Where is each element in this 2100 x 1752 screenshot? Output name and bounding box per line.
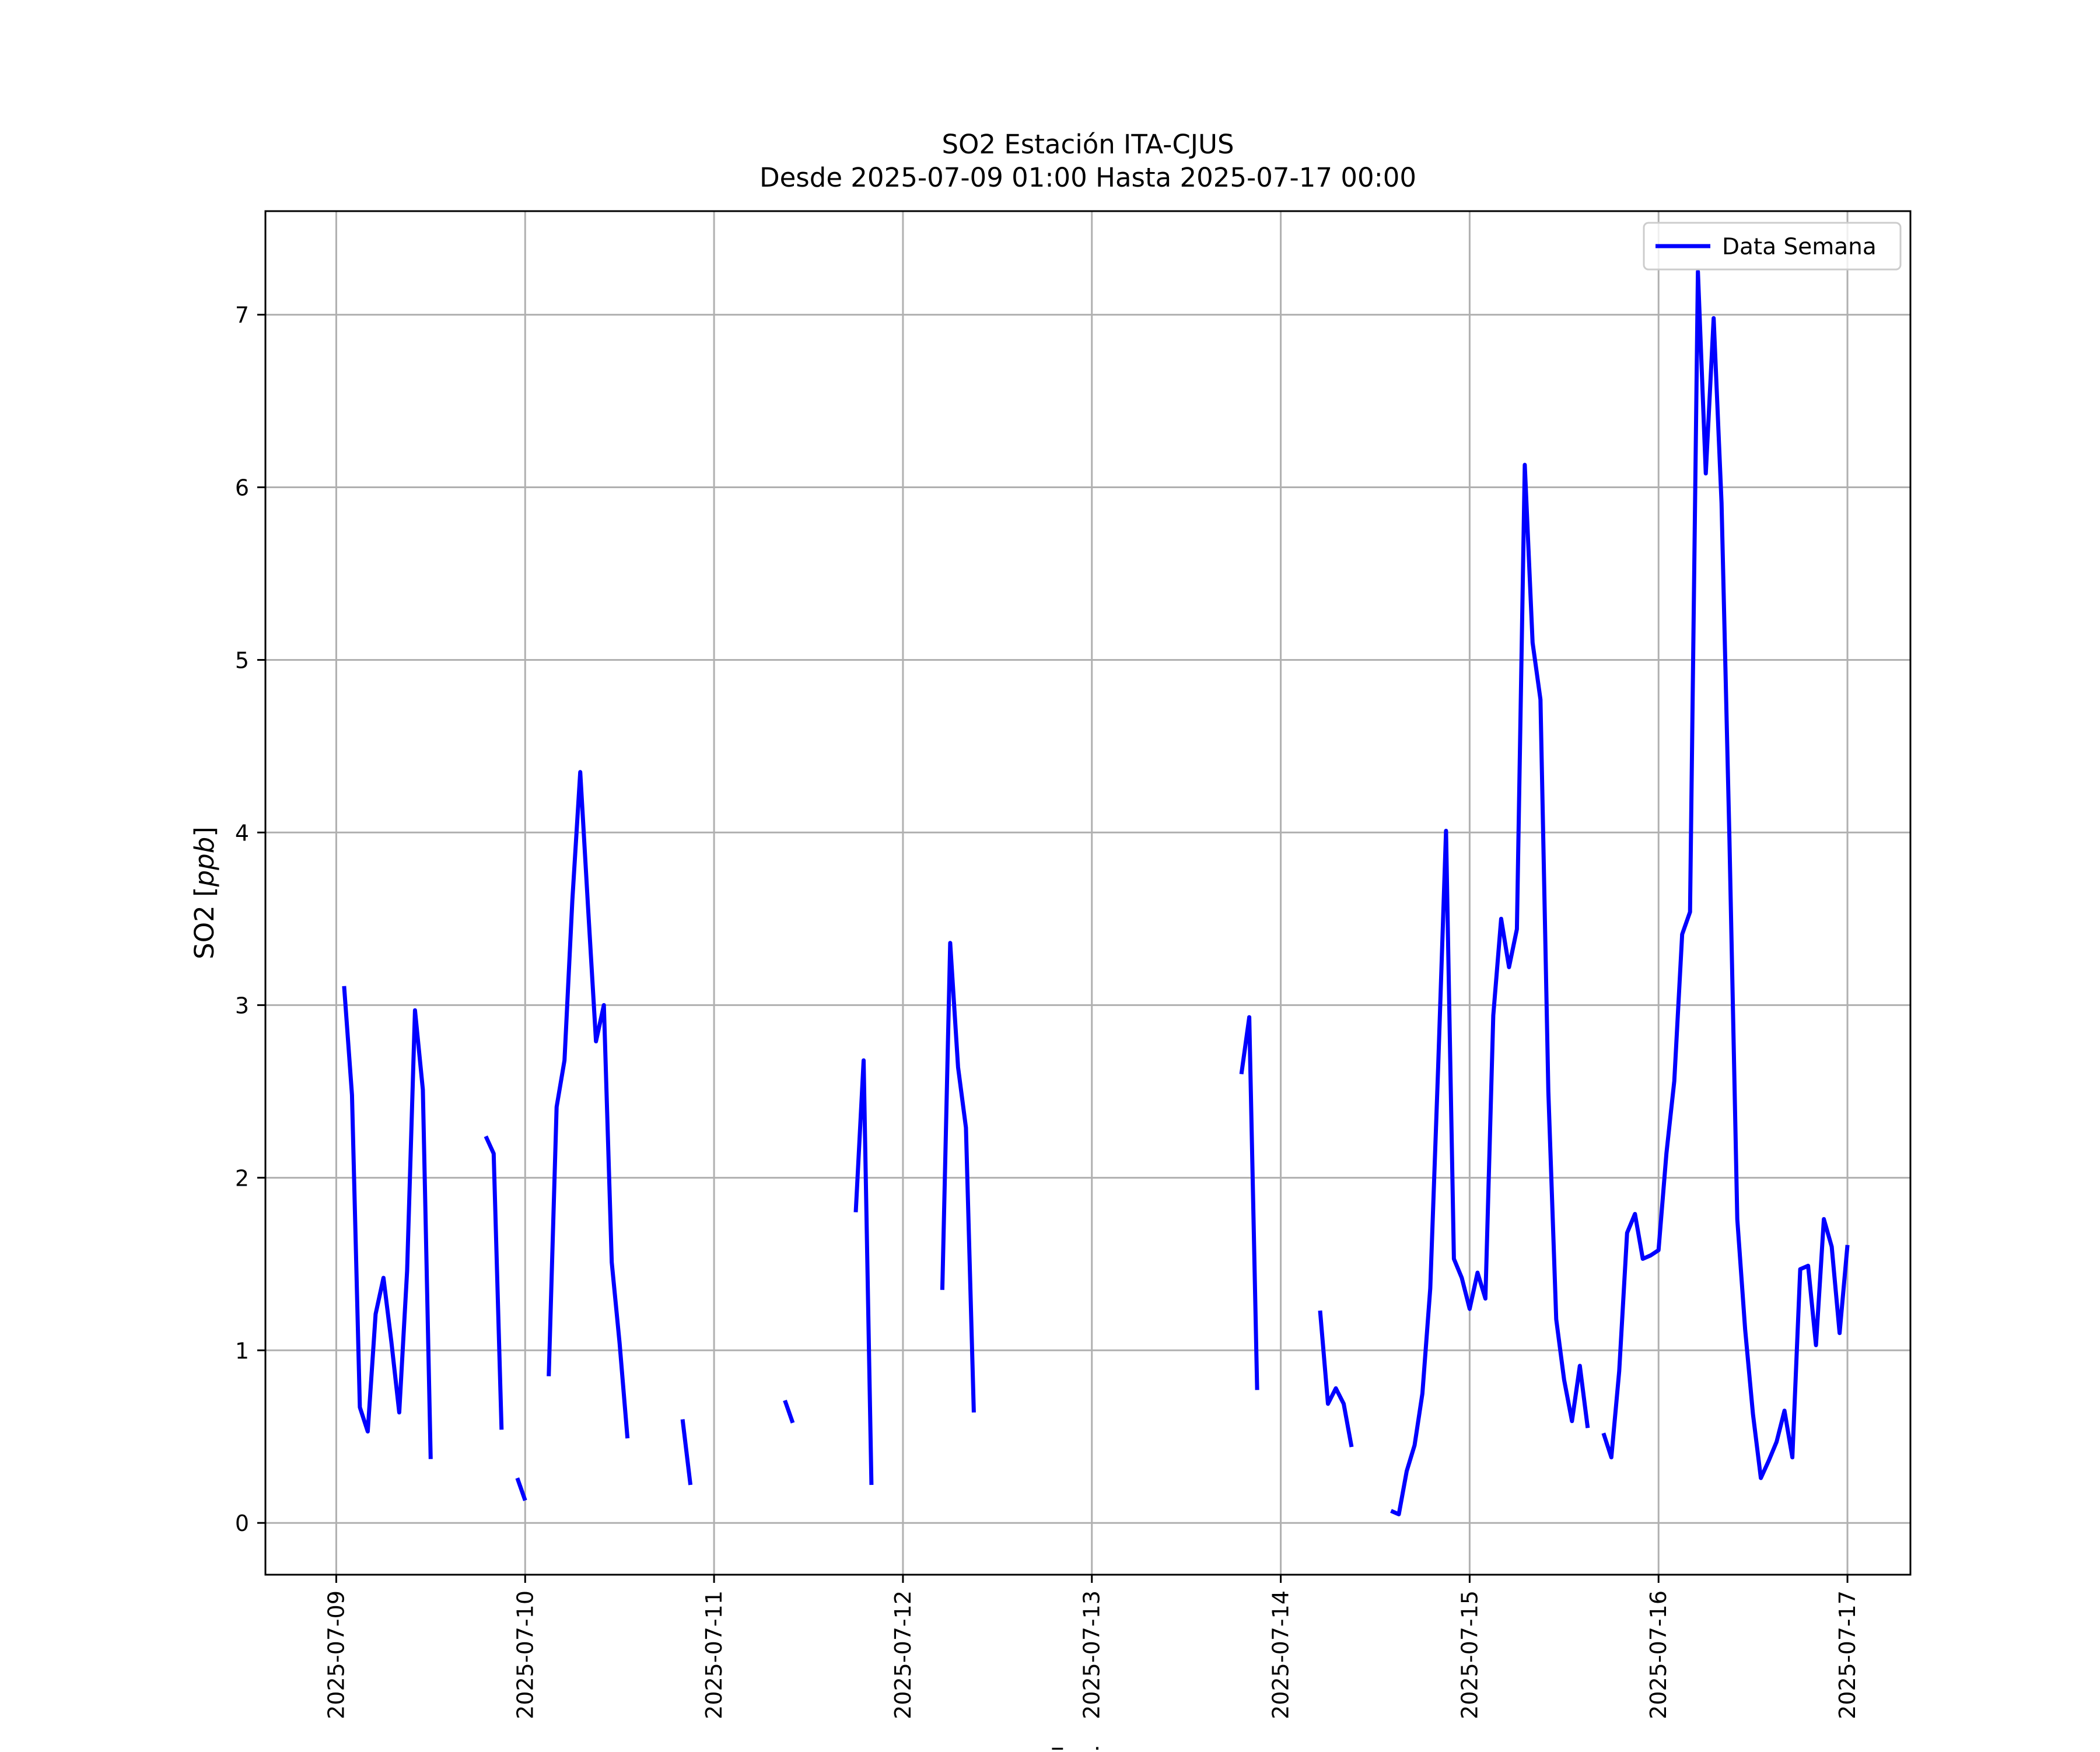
x-tick-label: 2025-07-15 (1457, 1590, 1482, 1719)
y-axis: 0 1 2 3 4 5 6 7 (235, 303, 265, 1536)
y-tick-label: 4 (235, 820, 249, 846)
series-line-segment (342, 986, 433, 1459)
legend: Data Semana (1643, 222, 1902, 271)
y-axis-label-unit: ppb (189, 837, 220, 888)
series-line-segment (484, 1135, 504, 1430)
series-line-segment (1390, 462, 1590, 1516)
series-line-segment (1601, 269, 1850, 1480)
x-tick-label: 2025-07-12 (890, 1590, 916, 1719)
y-tick-label: 0 (235, 1511, 249, 1536)
x-tick-label: 2025-07-11 (701, 1590, 727, 1719)
plot-frame (264, 210, 1912, 1576)
x-axis-label: Fecha (1049, 1743, 1126, 1750)
chart-title: SO2 Estación ITA-CJUS (942, 129, 1234, 160)
series-line-segment (1318, 1310, 1354, 1448)
x-tick-label: 2025-07-16 (1646, 1590, 1671, 1719)
y-axis-label-suffix: ] (189, 826, 220, 837)
x-axis: 2025-07-09 2025-07-10 2025-07-11 2025-07-12… (323, 1575, 1860, 1719)
y-tick-label: 3 (235, 993, 249, 1018)
y-axis-label-prefix: SO2 [ (189, 886, 220, 959)
series-line-segment (783, 1399, 795, 1424)
series-line-segment (547, 770, 630, 1439)
x-tick-label: 2025-07-13 (1079, 1590, 1105, 1719)
legend-label-data-semana: Data Semana (1722, 234, 1877, 260)
grid (265, 211, 1910, 1575)
y-tick-label: 1 (235, 1338, 249, 1364)
legend-box (1643, 222, 1902, 271)
y-tick-label: 5 (235, 647, 249, 673)
x-tick-label: 2025-07-17 (1835, 1590, 1860, 1719)
y-axis-label: SO2 [ppb] (189, 826, 220, 959)
y-tick-label: 7 (235, 303, 249, 328)
x-tick-label: 2025-07-09 (323, 1590, 349, 1719)
series-line-segment (680, 1419, 693, 1485)
data-lines (342, 269, 1850, 1516)
series-line-segment (853, 1058, 874, 1485)
series-line-segment (515, 1477, 527, 1501)
x-tick-label: 2025-07-10 (512, 1590, 538, 1719)
series-line-segment (940, 941, 976, 1413)
chart-subtitle: Desde 2025-07-09 01:00 Hasta 2025-07-17 … (760, 162, 1416, 193)
y-tick-label: 6 (235, 475, 249, 501)
y-tick-label: 2 (235, 1165, 249, 1191)
series-line-segment (1239, 1015, 1259, 1390)
x-tick-label: 2025-07-14 (1268, 1590, 1294, 1719)
